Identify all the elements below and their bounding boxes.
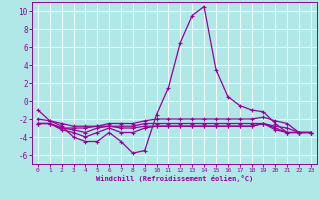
X-axis label: Windchill (Refroidissement éolien,°C): Windchill (Refroidissement éolien,°C) xyxy=(96,175,253,182)
